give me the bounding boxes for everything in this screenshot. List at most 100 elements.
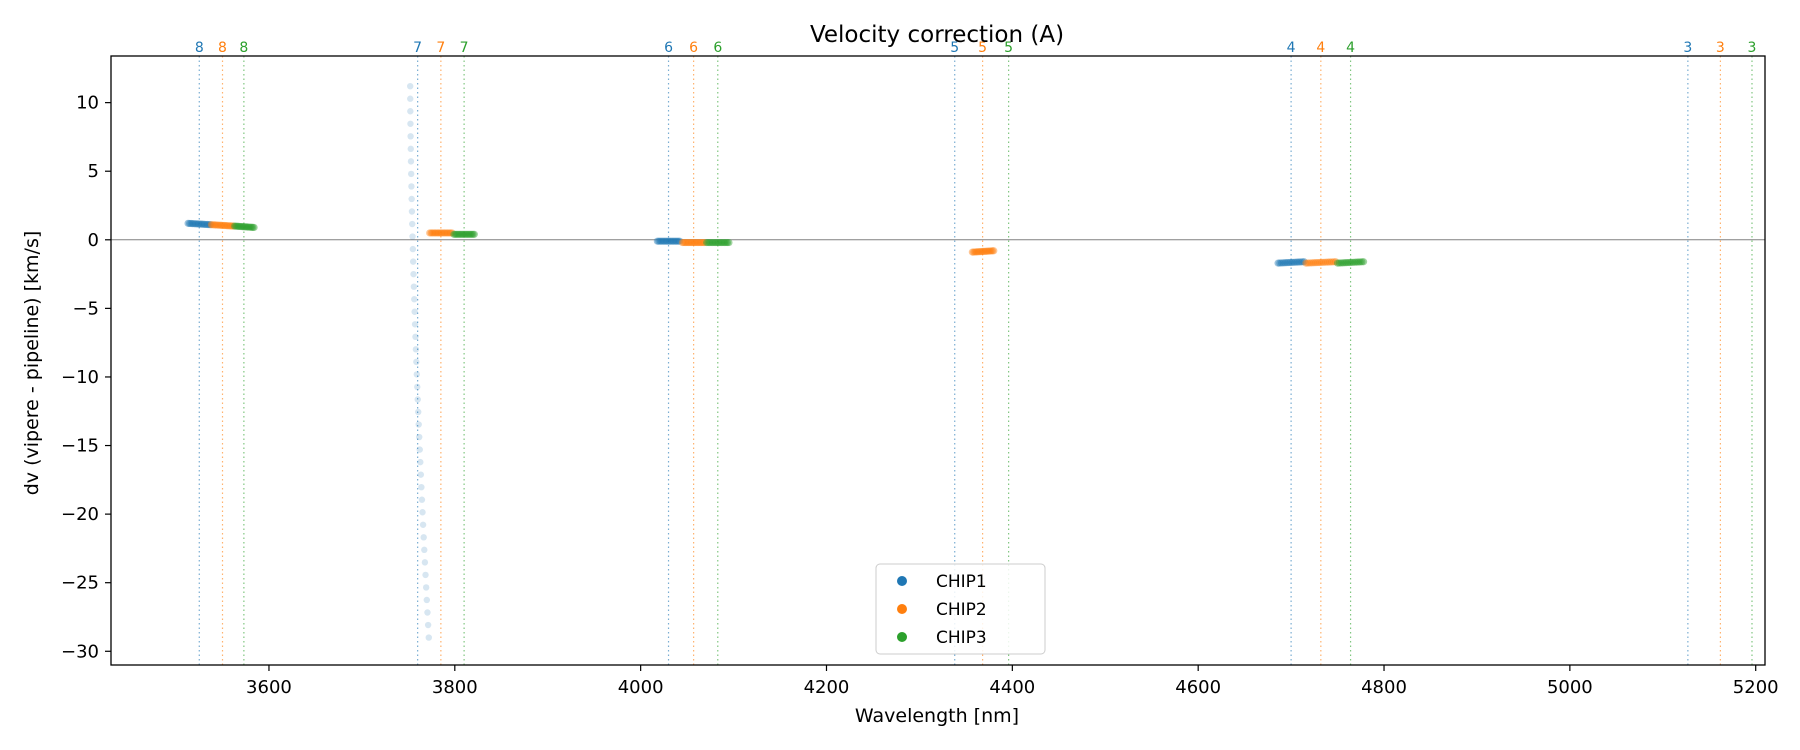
order-label-3-chip3: 3	[1748, 40, 1757, 56]
order-label-3-chip2: 3	[1716, 40, 1725, 56]
order-label-4-chip1: 4	[1287, 40, 1296, 56]
chip3-point	[237, 222, 245, 231]
chip2-point	[690, 238, 698, 247]
y-tick-label: −10	[61, 367, 99, 388]
chip1-point	[193, 220, 201, 228]
chip2-point	[207, 221, 215, 229]
chip2-point	[448, 229, 456, 237]
outlier-point	[408, 208, 416, 215]
chip2-point	[693, 238, 701, 247]
chip3-point	[451, 230, 459, 238]
chip2-point	[698, 238, 706, 247]
chip1-point	[196, 220, 204, 228]
chip3-point	[720, 238, 729, 247]
chip3-point	[711, 238, 720, 247]
chip2-point	[1326, 258, 1334, 266]
outlier-point	[411, 296, 418, 303]
chip2-point	[988, 247, 996, 255]
chip2-point	[692, 238, 700, 247]
chip3-point	[453, 230, 461, 238]
chip2-point	[218, 221, 226, 229]
order-label-5-chip1: 5	[950, 40, 959, 56]
chip2-point	[701, 238, 709, 247]
chip3-point	[1340, 259, 1349, 267]
outlier-point	[407, 170, 415, 178]
outlier-point	[417, 471, 425, 478]
chip2-point	[683, 238, 691, 247]
x-tick-label: 4000	[618, 677, 664, 698]
outlier-point	[421, 546, 428, 554]
order-label-6-chip3: 6	[713, 40, 722, 56]
outlier-point	[408, 183, 415, 190]
chip2-point	[1314, 258, 1322, 267]
order-label-8-chip1: 8	[195, 40, 204, 56]
chip3-point	[463, 230, 472, 238]
chip3-point	[1349, 258, 1357, 266]
chip3-point	[704, 238, 712, 247]
chip3-point	[238, 223, 246, 231]
order-label-6-chip1: 6	[664, 40, 673, 56]
chip2-point	[439, 229, 447, 237]
outlier-point	[418, 496, 426, 503]
x-tick-label: 5200	[1733, 677, 1779, 698]
outlier-point	[413, 371, 420, 378]
chip1-point	[186, 219, 194, 228]
chip2-point	[213, 221, 221, 229]
chip1-point	[665, 237, 673, 245]
chip2-point	[432, 229, 440, 237]
chip2-point	[973, 248, 981, 256]
chip3-point	[722, 238, 730, 247]
chip1-point	[1276, 259, 1284, 267]
chip2-point	[227, 222, 235, 230]
outlier-point	[412, 333, 419, 341]
order-label-8-chip3: 8	[239, 40, 248, 56]
chip2-point	[695, 238, 703, 247]
chip2-point	[438, 229, 446, 237]
chip2-point	[426, 229, 434, 237]
legend-label-chip3: CHIP3	[936, 628, 987, 648]
chip3-point	[230, 222, 239, 230]
outlier-point	[424, 621, 432, 629]
chip2-point	[1316, 258, 1324, 267]
outlier-point	[413, 358, 420, 366]
chip1-point	[202, 220, 210, 229]
outlier-point	[407, 133, 414, 140]
chip1-point	[1286, 258, 1294, 267]
chip3-point	[1335, 259, 1343, 267]
chip2-point	[209, 221, 217, 229]
chip1-point	[671, 237, 679, 245]
outlier-point	[408, 195, 415, 203]
x-tick-label: 3600	[246, 677, 292, 698]
chip1-point	[205, 221, 213, 229]
chip2-point	[1332, 258, 1340, 266]
chip2-point	[978, 247, 986, 256]
chip1-point	[656, 237, 664, 245]
chip2-point	[1322, 258, 1330, 266]
outlier-point	[419, 509, 426, 516]
chip2-point	[1308, 259, 1316, 267]
chip3-point	[1337, 259, 1345, 267]
chip3-point	[454, 230, 462, 238]
x-axis-title: Wavelength [nm]	[855, 705, 1019, 727]
y-tick-label: −25	[61, 573, 99, 594]
chip3-point	[1333, 259, 1342, 267]
chip2-point	[228, 222, 236, 230]
chip1-point	[1297, 258, 1305, 266]
chip3-point	[246, 223, 254, 231]
chip2-point	[687, 238, 695, 247]
outlier-point	[420, 534, 427, 541]
chip1-point	[200, 220, 209, 228]
order-label-7-chip2: 7	[436, 40, 445, 56]
chip2-point	[681, 238, 690, 247]
legend-box	[875, 563, 1046, 655]
outlier-points	[407, 82, 432, 641]
chip1-point	[194, 220, 203, 228]
chip1-point	[1300, 258, 1308, 266]
chip3-point	[707, 238, 715, 247]
chip2-point	[689, 238, 697, 247]
chip3-point	[459, 230, 468, 238]
outlier-point	[421, 559, 429, 566]
chip3-point	[234, 222, 243, 230]
outlier-point	[414, 396, 421, 403]
